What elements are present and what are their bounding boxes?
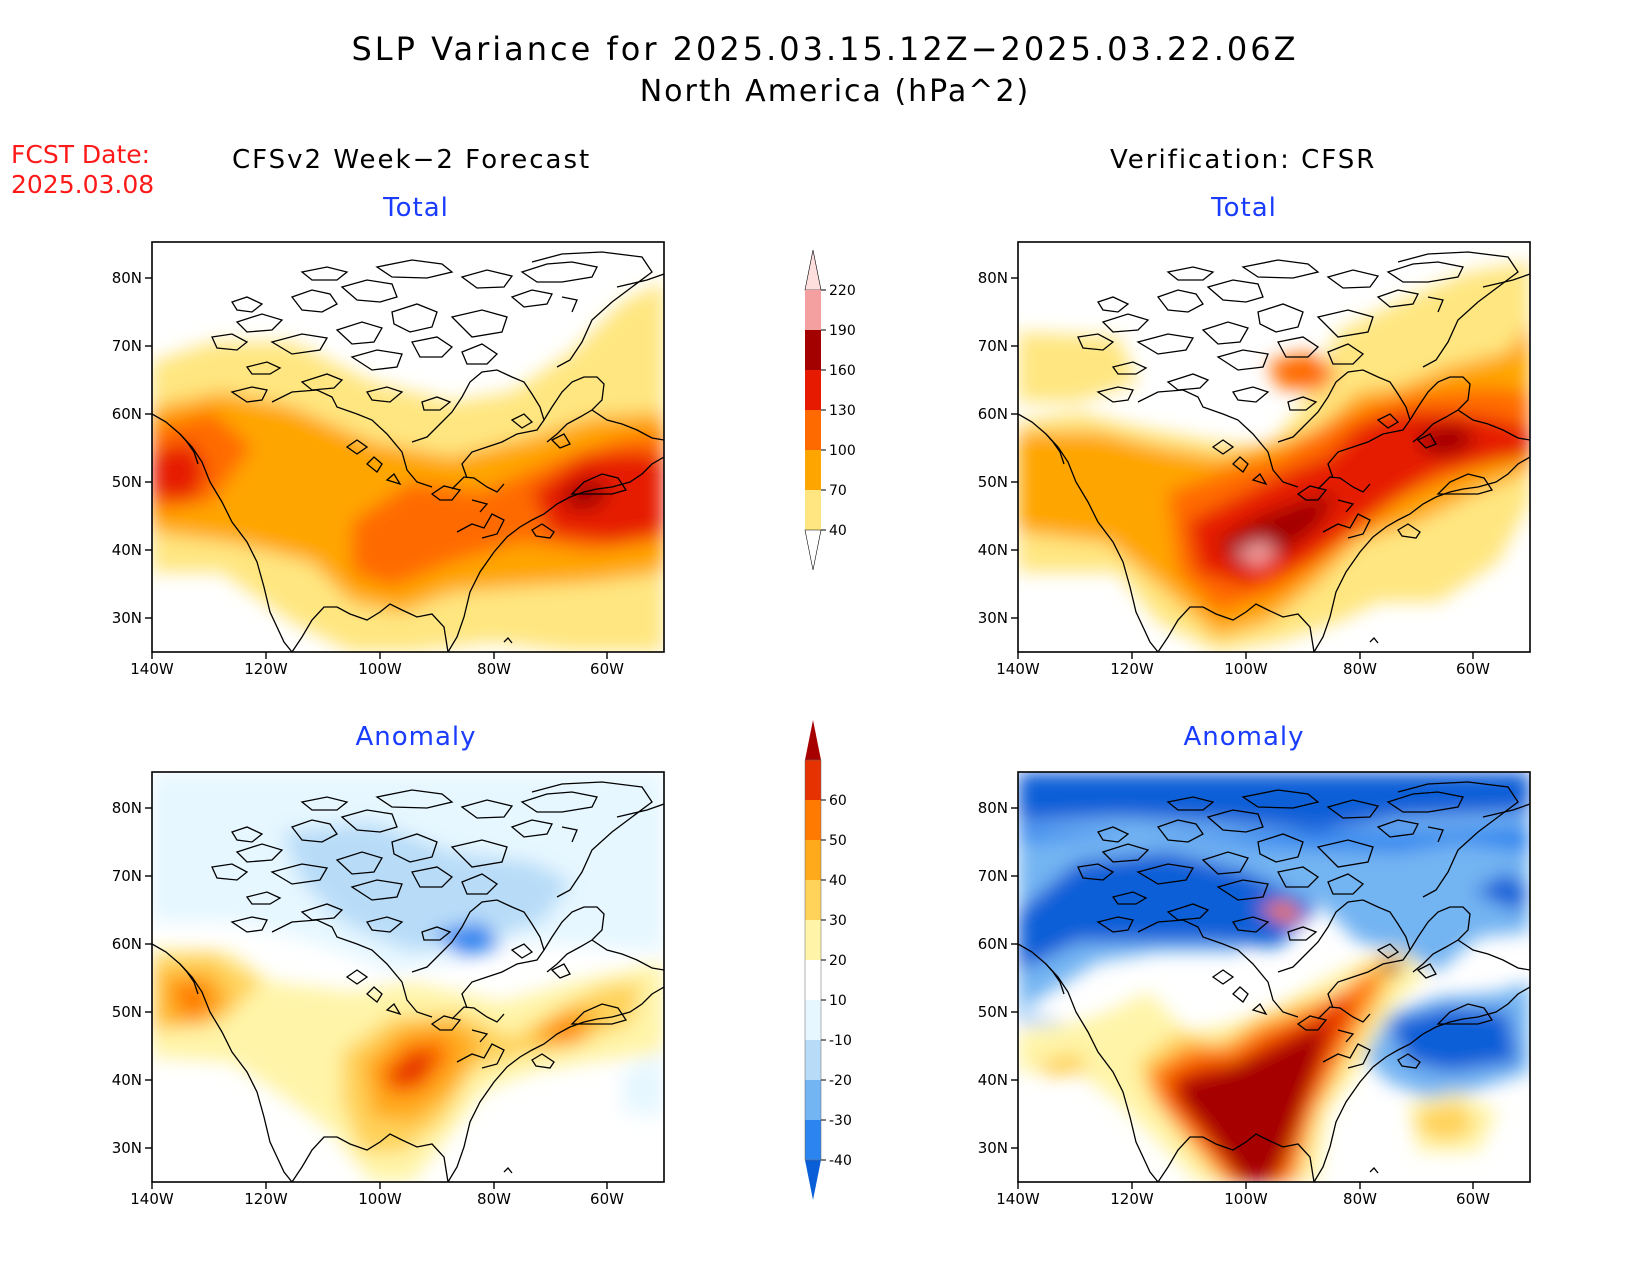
colorbar-level-label: 70 [829, 483, 847, 499]
lat-tick-label: 30N [978, 609, 1008, 627]
lat-tick-label: 70N [978, 867, 1008, 885]
lon-tick-label: 140W [996, 660, 1040, 678]
lat-tick-label: 40N [112, 541, 142, 559]
colorbar-segment [805, 880, 821, 920]
right-column-title: Verification: CFSR [1110, 145, 1377, 175]
lat-tick-label: 40N [112, 1071, 142, 1089]
lat-tick-label: 50N [978, 473, 1008, 491]
lon-tick-label: 80W [477, 1190, 511, 1208]
colorbar-level-label: 40 [829, 523, 847, 539]
lat-tick-label: 40N [978, 1071, 1008, 1089]
colorbar-level-label: 130 [829, 403, 856, 419]
colorbar-total: 40 70 100 130 160 190 220 [804, 249, 856, 571]
map-verification-anomaly [1010, 771, 1531, 1190]
colorbar-level-label: 30 [829, 913, 847, 929]
lat-tick-label: 80N [112, 799, 142, 817]
colorbar-segment [805, 960, 821, 1000]
colorbar-segment [805, 490, 821, 530]
colorbar-level-label: 190 [829, 323, 856, 339]
lat-tick-label: 80N [978, 269, 1008, 287]
colorbar-triangle-high [804, 249, 822, 291]
colorbar-segment [805, 1120, 821, 1160]
main-subtitle: North America (hPa^2) [639, 74, 1031, 109]
fcst-date-value: 2025.03.08 [11, 170, 155, 199]
lat-tick-label: 40N [978, 541, 1008, 559]
colorbar-triangle-low [804, 529, 822, 571]
lon-tick-label: 120W [1110, 1190, 1154, 1208]
colorbar-segment [805, 450, 821, 490]
colorbar-level-label: -30 [829, 1113, 852, 1129]
map-verification-total [1010, 241, 1531, 660]
map-forecast-total [144, 241, 665, 660]
fcst-date-label: FCST Date: [11, 140, 151, 169]
lat-tick-label: 30N [978, 1139, 1008, 1157]
colorbar-segment [805, 290, 821, 330]
colorbar-triangle-low [805, 1160, 821, 1200]
colorbar-segment [805, 760, 821, 800]
lat-tick-label: 60N [978, 405, 1008, 423]
colorbar-triangle-high [805, 720, 821, 760]
colorbar-level-label: 60 [829, 793, 847, 809]
main-title: SLP Variance for 2025.03.15.12Z−2025.03.… [351, 30, 1299, 68]
lat-tick-label: 80N [112, 269, 142, 287]
lat-tick-label: 60N [112, 405, 142, 423]
lon-tick-label: 60W [590, 1190, 624, 1208]
colorbar-segment [805, 1000, 821, 1040]
colorbar-level-label: 20 [829, 953, 847, 969]
lat-tick-label: 30N [112, 1139, 142, 1157]
lat-tick-label: 50N [978, 1003, 1008, 1021]
colorbar-anomaly: -40 -30 -20 -10 10 20 30 40 50 60 [804, 720, 852, 1200]
lon-tick-label: 80W [1343, 1190, 1377, 1208]
axis-labels: 80N 70N 60N 50N 40N 30N 140W 120W 100W 80W 60W 80N 7… [112, 269, 1490, 1208]
colorbar-level-label: 220 [829, 283, 856, 299]
colorbar-level-label: 40 [829, 873, 847, 889]
colorbar-segment [805, 330, 821, 370]
lat-tick-label: 60N [978, 935, 1008, 953]
lat-tick-label: 80N [978, 799, 1008, 817]
colorbar-segment [805, 840, 821, 880]
lon-tick-label: 60W [1456, 1190, 1490, 1208]
colorbar-level-label: 10 [829, 993, 847, 1009]
colorbar-segment [805, 800, 821, 840]
map-forecast-anomaly [144, 771, 665, 1190]
lon-tick-label: 100W [358, 1190, 402, 1208]
lon-tick-label: 80W [1343, 660, 1377, 678]
lat-tick-label: 60N [112, 935, 142, 953]
colorbar-level-label: -10 [829, 1033, 852, 1049]
lat-tick-label: 30N [112, 609, 142, 627]
colorbar-level-label: 160 [829, 363, 856, 379]
colorbar-level-label: -40 [829, 1153, 852, 1169]
panel-title-right-anomaly: Anomaly [1183, 722, 1305, 752]
colorbar-segment [805, 1080, 821, 1120]
lat-tick-label: 70N [112, 867, 142, 885]
colorbar-segment [805, 370, 821, 410]
lat-tick-label: 50N [112, 1003, 142, 1021]
lon-tick-label: 120W [244, 1190, 288, 1208]
left-column-title: CFSv2 Week−2 Forecast [232, 145, 592, 175]
lon-tick-label: 120W [244, 660, 288, 678]
colorbar-level-label: -20 [829, 1073, 852, 1089]
lon-tick-label: 140W [996, 1190, 1040, 1208]
lon-tick-label: 60W [590, 660, 624, 678]
panel-title-right-total: Total [1211, 193, 1277, 223]
colorbar-segment [805, 920, 821, 960]
lon-tick-label: 140W [130, 1190, 174, 1208]
lat-tick-label: 70N [112, 337, 142, 355]
panel-title-left-anomaly: Anomaly [355, 722, 477, 752]
lat-tick-label: 70N [978, 337, 1008, 355]
panel-title-left-total: Total [383, 193, 449, 223]
colorbar-segment [805, 410, 821, 450]
lon-tick-label: 60W [1456, 660, 1490, 678]
lon-tick-label: 100W [1224, 1190, 1268, 1208]
colorbar-level-label: 50 [829, 833, 847, 849]
colorbar-level-label: 100 [829, 443, 856, 459]
colorbar-segment [805, 1040, 821, 1080]
lon-tick-label: 100W [1224, 660, 1268, 678]
lon-tick-label: 80W [477, 660, 511, 678]
lat-tick-label: 50N [112, 473, 142, 491]
lon-tick-label: 140W [130, 660, 174, 678]
lon-tick-label: 100W [358, 660, 402, 678]
lon-tick-label: 120W [1110, 660, 1154, 678]
